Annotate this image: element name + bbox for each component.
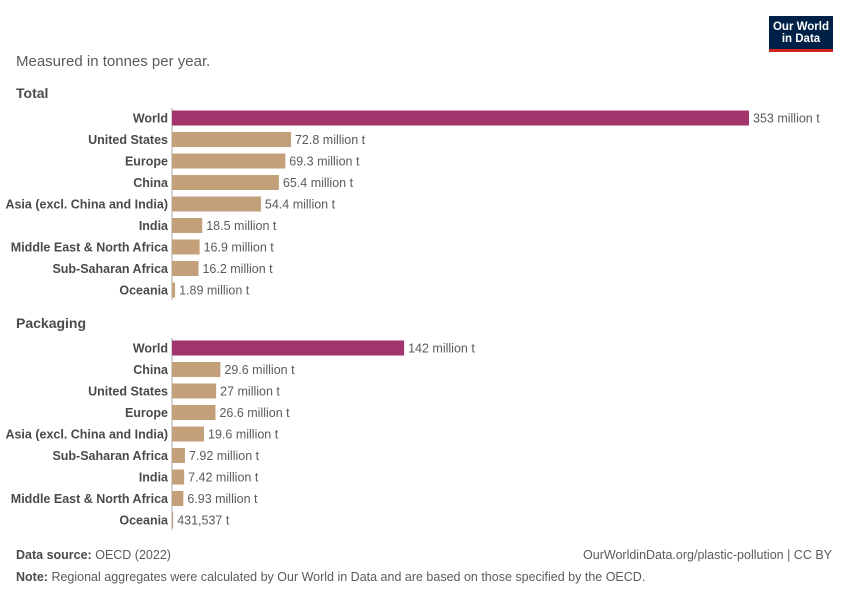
total-category-label: Middle East & North Africa: [11, 241, 169, 255]
total-value-label: 1.89 million t: [179, 284, 250, 298]
total-category-label: World: [133, 112, 168, 126]
total-category-label: Sub-Saharan Africa: [52, 262, 169, 276]
total-bar[interactable]: [172, 261, 199, 276]
packaging-category-label: World: [133, 342, 168, 356]
total-category-label: United States: [88, 133, 168, 147]
logo-line-1: Our World: [772, 21, 829, 33]
packaging-value-label: 26.6 million t: [219, 406, 290, 420]
packaging-category-label: Asia (excl. China and India): [5, 428, 168, 442]
packaging-value-label: 27 million t: [220, 385, 280, 399]
packaging-value-label: 142 million t: [408, 342, 475, 356]
chart-subtitle: Measured in tonnes per year.: [16, 53, 211, 70]
packaging-bar[interactable]: [172, 362, 221, 377]
packaging-value-label: 6.93 million t: [187, 492, 258, 506]
total-category-label: India: [139, 219, 169, 233]
packaging-bar[interactable]: [172, 448, 185, 463]
packaging-category-label: India: [139, 471, 169, 485]
packaging-category-label: Sub-Saharan Africa: [52, 449, 169, 463]
total-value-label: 18.5 million t: [206, 219, 277, 233]
total-value-label: 65.4 million t: [283, 176, 354, 190]
packaging-value-label: 431,537 t: [177, 514, 230, 528]
data-source-value[interactable]: OECD (2022): [95, 548, 171, 562]
data-source-label: Data source:: [16, 548, 92, 562]
packaging-category-label: Middle East & North Africa: [11, 492, 169, 506]
total-value-label: 16.2 million t: [202, 262, 273, 276]
packaging-value-label: 29.6 million t: [224, 363, 295, 377]
note-text: Regional aggregates were calculated by O…: [51, 570, 646, 584]
total-category-label: Asia (excl. China and India): [5, 198, 168, 212]
total-bar[interactable]: [172, 239, 200, 255]
total-category-label: China: [133, 176, 169, 190]
total-value-label: 353 million t: [753, 112, 820, 126]
packaging-value-label: 19.6 million t: [208, 428, 279, 442]
logo-line-2: in Data: [781, 33, 821, 45]
packaging-value-label: 7.92 million t: [189, 449, 260, 463]
packaging-bar[interactable]: [172, 405, 216, 420]
chart-note: Note: Regional aggregates were calculate…: [16, 570, 645, 584]
packaging-bar[interactable]: [172, 491, 184, 506]
owid-logo[interactable]: Our World in Data: [769, 16, 833, 52]
data-source: Data source: OECD (2022): [16, 548, 171, 562]
packaging-bar[interactable]: [172, 469, 185, 485]
total-bar[interactable]: [172, 218, 203, 233]
section-title-packaging: Packaging: [16, 315, 87, 331]
total-category-label: Europe: [125, 155, 168, 169]
total-value-label: 69.3 million t: [289, 155, 360, 169]
packaging-category-label: China: [133, 363, 169, 377]
packaging-bar[interactable]: [172, 340, 405, 356]
packaging-category-label: Oceania: [119, 514, 169, 528]
total-value-label: 72.8 million t: [295, 133, 366, 147]
total-bar[interactable]: [172, 153, 286, 169]
packaging-value-label: 7.42 million t: [188, 471, 259, 485]
total-value-label: 54.4 million t: [265, 198, 336, 212]
total-bar[interactable]: [172, 196, 261, 212]
section-title-total: Total: [16, 85, 49, 101]
total-category-label: Oceania: [119, 284, 169, 298]
source-url[interactable]: OurWorldinData.org/plastic-pollution | C…: [583, 548, 832, 562]
total-bar[interactable]: [172, 132, 291, 147]
total-bar[interactable]: [172, 282, 176, 298]
packaging-category-label: Europe: [125, 406, 168, 420]
note-label: Note:: [16, 570, 48, 584]
total-bar[interactable]: [172, 110, 749, 126]
packaging-bar[interactable]: [172, 512, 174, 528]
packaging-category-label: United States: [88, 385, 168, 399]
total-bar[interactable]: [172, 175, 279, 190]
packaging-bar[interactable]: [172, 383, 217, 399]
packaging-bar[interactable]: [172, 426, 205, 442]
total-value-label: 16.9 million t: [204, 241, 275, 255]
